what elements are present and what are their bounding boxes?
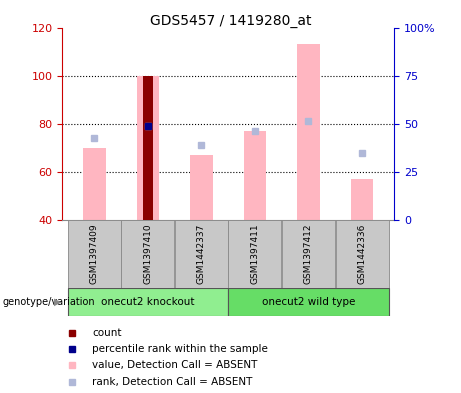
Text: GSM1442336: GSM1442336: [358, 224, 366, 284]
Text: GSM1397412: GSM1397412: [304, 224, 313, 284]
Bar: [190, 155, 213, 220]
Text: count: count: [92, 329, 121, 338]
FancyBboxPatch shape: [228, 288, 389, 316]
Text: onecut2 knockout: onecut2 knockout: [101, 297, 195, 307]
FancyBboxPatch shape: [282, 220, 335, 289]
Bar: [143, 75, 153, 220]
Bar: [83, 148, 106, 220]
Text: value, Detection Call = ABSENT: value, Detection Call = ABSENT: [92, 360, 257, 370]
Bar: [351, 179, 373, 220]
Bar: [136, 75, 159, 220]
Text: GSM1397409: GSM1397409: [90, 224, 99, 284]
Text: GSM1397411: GSM1397411: [250, 224, 260, 284]
Text: rank, Detection Call = ABSENT: rank, Detection Call = ABSENT: [92, 377, 252, 387]
FancyBboxPatch shape: [68, 220, 121, 289]
Bar: [297, 44, 320, 220]
FancyBboxPatch shape: [68, 288, 228, 316]
Text: GSM1397410: GSM1397410: [143, 224, 153, 284]
FancyBboxPatch shape: [336, 220, 389, 289]
Bar: [244, 131, 266, 220]
Text: percentile rank within the sample: percentile rank within the sample: [92, 344, 268, 354]
FancyBboxPatch shape: [175, 220, 228, 289]
Text: GDS5457 / 1419280_at: GDS5457 / 1419280_at: [150, 14, 311, 28]
Text: GSM1442337: GSM1442337: [197, 224, 206, 284]
Text: ▶: ▶: [54, 297, 62, 307]
Text: onecut2 wild type: onecut2 wild type: [262, 297, 355, 307]
FancyBboxPatch shape: [121, 220, 174, 289]
Text: genotype/variation: genotype/variation: [2, 297, 95, 307]
FancyBboxPatch shape: [229, 220, 282, 289]
